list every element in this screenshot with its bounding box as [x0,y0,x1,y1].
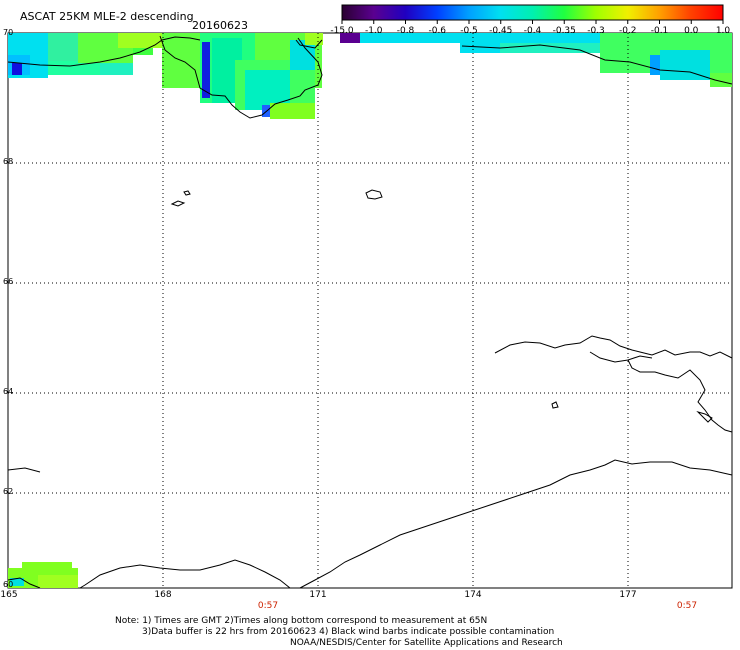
graticule [8,33,732,588]
lon-label-171: 171 [309,590,327,600]
lat-label-70: 70 [3,28,14,37]
colorbar-tick-label: -0.8 [396,26,415,36]
colorbar-tick-label: -0.4 [523,26,542,36]
lat-label-64: 64 [3,387,14,396]
data-swath-nw [8,33,168,78]
map-frame [7,32,733,589]
coast-alaska-north [461,44,733,85]
colorbar-tick-label: -1.0 [364,26,383,36]
lat-label-66: 66 [3,277,14,286]
coast-anadyr-south [79,559,291,589]
coast-north-detail [295,39,323,49]
lon-label-165: 165 [0,590,18,600]
colorbar-tick-label: -0.3 [587,26,605,36]
colorbar-tick-label: -0.35 [552,26,576,36]
island-small-1 [170,200,186,207]
coast-norton-sound-inner [589,351,653,363]
island-st-lawrence [551,401,559,409]
island-small-2 [183,190,191,196]
coast-chukchi-peninsula [159,35,323,119]
coast-west-62 [7,467,41,473]
lat-label-60: 60 [3,580,14,589]
coast-gulf-of-anadyr [299,459,733,589]
product-date: 20160623 [192,19,248,32]
product-title: ASCAT 25KM MLE-2 descending [20,10,194,23]
time-label-1: 0:57 [257,601,279,611]
colorbar-tick-label: -0.6 [428,26,447,36]
colorbar-tick-label: -15.0 [330,26,354,36]
colorbar-tick-label: -0.45 [489,26,513,36]
colorbar-tick-label: -0.1 [650,26,669,36]
note-line-2: 3)Data buffer is 22 hrs from 20160623 4)… [142,627,555,637]
colorbar [341,4,724,24]
coast-southwest [7,577,41,589]
lon-label-174: 174 [464,590,482,600]
coastline [7,35,733,589]
colorbar-gradient [341,4,724,21]
colorbar-tick-label: -0.5 [460,26,478,36]
coast-yukon-delta [627,359,733,433]
lon-label-168: 168 [154,590,172,600]
island-delta [696,410,713,423]
lon-label-177: 177 [619,590,637,600]
note-line-1: Note: 1) Times are GMT 2)Times along bot… [115,616,488,626]
data-swath-ne [340,33,732,87]
coast-chukotka-north [7,36,201,67]
colorbar-tick-label: -0.2 [618,26,637,36]
colorbar-tick-label: 0.0 [684,26,699,36]
lat-label-62: 62 [3,487,14,496]
data-swath-n-central [162,33,323,119]
data-swath-sw [8,562,78,588]
island-little-diomede [365,189,383,200]
time-label-2: 0:57 [676,601,698,611]
lat-label-68: 68 [3,157,14,166]
colorbar-tick-label: 1.0 [715,26,731,36]
note-line-3: NOAA/NESDIS/Center for Satellite Applica… [290,638,563,648]
coast-norton-sound-north [494,335,733,359]
